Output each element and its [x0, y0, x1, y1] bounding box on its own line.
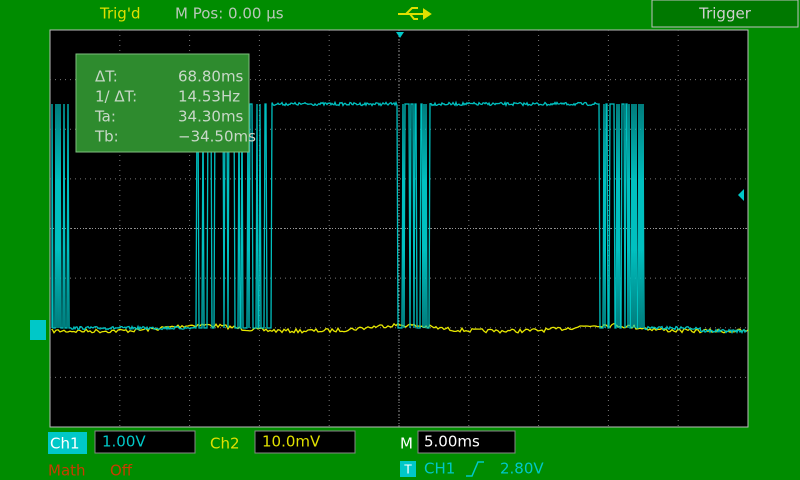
ch1-label[interactable]: Ch1 [50, 435, 80, 453]
math-label[interactable]: Math [48, 462, 86, 480]
waveforms [51, 100, 749, 335]
measurement-value: −34.50ms [178, 128, 256, 146]
trigger-icon-box [400, 461, 416, 477]
trigger-slope-icon [466, 461, 484, 477]
timebase-scale: 5.00ms [424, 433, 480, 451]
ch2-scale: 10.0mV [262, 433, 321, 451]
ch1-scale-box [94, 430, 196, 454]
timebase-label: M [400, 435, 413, 453]
measurement-value: 14.53Hz [178, 88, 240, 106]
measurement-label: ΔT: [95, 68, 118, 86]
ch1-trace [51, 100, 748, 335]
measurement-value: 68.80ms [178, 68, 244, 86]
timebase-box [417, 430, 516, 454]
trigger-level: 2.80V [500, 460, 544, 478]
ch1-scale: 1.00V [102, 433, 146, 451]
ch2-label[interactable]: Ch2 [210, 435, 240, 453]
trigger-level-marker [738, 189, 744, 201]
trigger-icon: T [403, 463, 412, 477]
ch1-marker [30, 320, 46, 340]
trigger-menu-box[interactable] [651, 0, 799, 28]
m-pos: M Pos: 0.00 µs [175, 5, 284, 23]
measurement-box [75, 53, 250, 153]
trigger-position-marker [396, 32, 404, 38]
measurement-label: Ta: [94, 108, 116, 126]
ch2-scale-box [254, 430, 356, 454]
measurement-value: 34.30ms [178, 108, 244, 126]
trigger-source: CH1 [424, 460, 455, 478]
measurements: ΔT: 68.80ms 1/ ΔT: 14.53Hz Ta: 34.30ms Tb: −34.… [94, 68, 256, 146]
math-state: Off [110, 462, 133, 480]
trigger-state: Trig'd [99, 5, 140, 23]
measurement-label: 1/ ΔT: [95, 88, 137, 106]
trigger-menu-label[interactable]: Trigger [698, 5, 752, 23]
grid [50, 30, 748, 427]
measurement-label: Tb: [94, 128, 119, 146]
ch1-tag[interactable] [48, 432, 87, 454]
usb-icon [398, 7, 432, 20]
